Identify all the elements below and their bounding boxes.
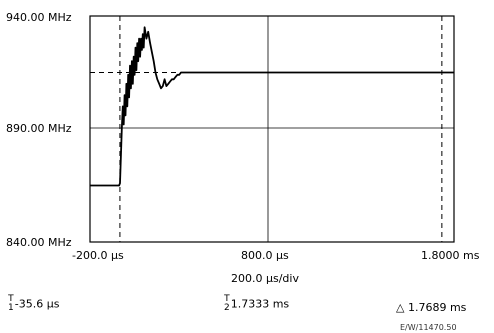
frequency-trace xyxy=(90,26,454,187)
x-tick-label-right: 1.8000 ms xyxy=(421,249,480,262)
marker-2-index: 2 xyxy=(224,303,230,313)
y-axis-mid-label: 890.00 MHz xyxy=(6,122,72,135)
delta-value: 1.7689 ms xyxy=(407,301,467,314)
marker-2-readout: T 2 1.7333 ms xyxy=(224,294,290,313)
marker-1-value: -35.6 µs xyxy=(14,297,60,311)
marker-1-readout: T 1 -35.6 µs xyxy=(8,294,60,313)
x-scale-per-division: 200.0 µs/div xyxy=(231,272,299,285)
plot-frame xyxy=(89,15,455,243)
y-axis-top-label: 940.00 MHz xyxy=(6,11,72,24)
y-axis-bottom-label: 840.00 MHz xyxy=(6,236,72,249)
marker-2-value: 1.7333 ms xyxy=(230,297,290,311)
x-tick-label-left: -200.0 µs xyxy=(72,249,124,262)
marker-1-index: 1 xyxy=(8,303,14,313)
delta-readout: △ 1.7689 ms xyxy=(396,301,466,314)
x-tick-label-center: 800.0 µs xyxy=(241,249,289,262)
delta-icon: △ xyxy=(396,301,405,314)
figure-reference: E/W/11470.50 xyxy=(400,323,457,332)
